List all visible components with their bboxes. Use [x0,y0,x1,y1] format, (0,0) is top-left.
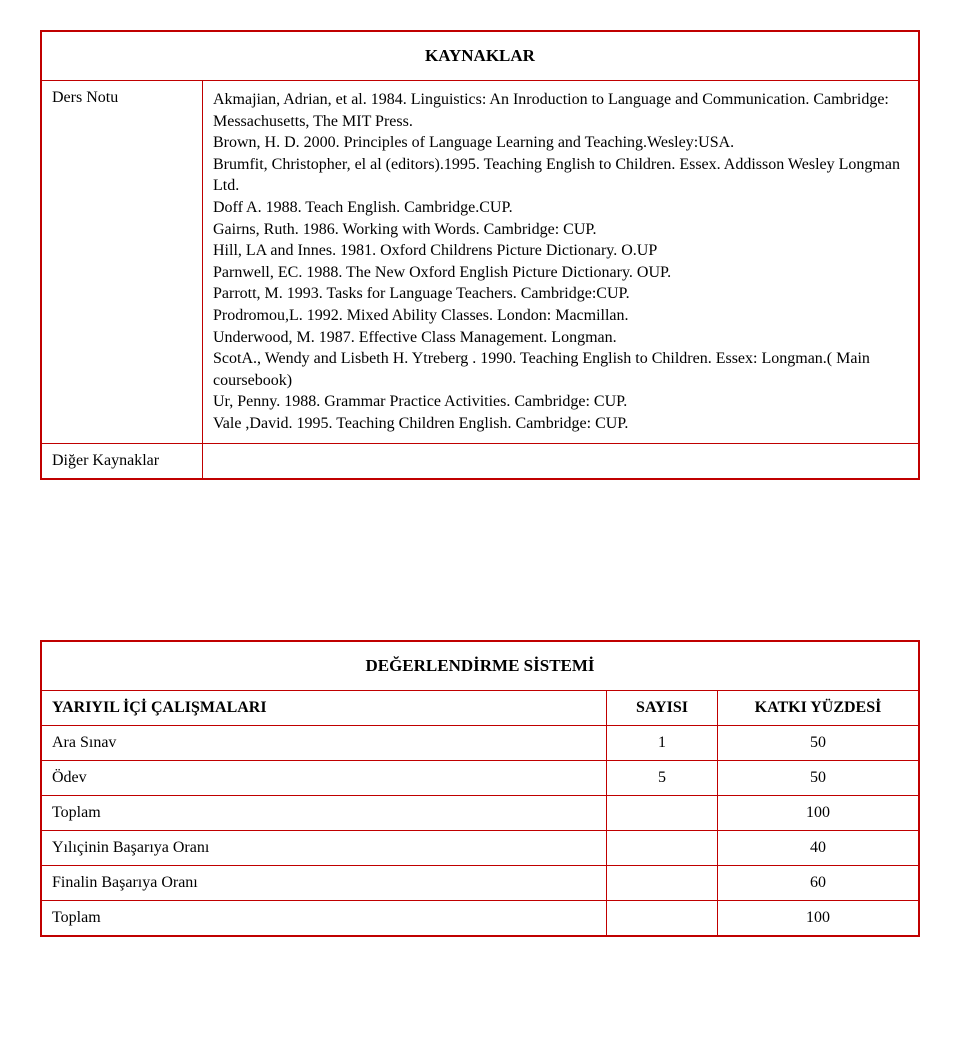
diger-kaynaklar-label: Diğer Kaynaklar [41,443,203,479]
eval-row-label: Yılıçinin Başarıya Oranı [41,830,607,865]
spacer [40,480,920,640]
eval-row-count [607,900,718,936]
eval-col3-header: KATKI YÜZDESİ [718,690,920,725]
eval-row-label: Toplam [41,795,607,830]
eval-row-pct: 100 [718,795,920,830]
eval-row-pct: 50 [718,725,920,760]
evaluation-table: DEĞERLENDİRME SİSTEMİ YARIYIL İÇİ ÇALIŞM… [40,640,920,937]
eval-row-count [607,830,718,865]
eval-row-pct: 40 [718,830,920,865]
eval-row: Finalin Başarıya Oranı 60 [41,865,919,900]
eval-row-count: 1 [607,725,718,760]
eval-row: Ödev550 [41,760,919,795]
eval-row-pct: 60 [718,865,920,900]
sources-heading-cell: KAYNAKLAR [41,31,919,81]
references-cell: Akmajian, Adrian, et al. 1984. Linguisti… [203,81,920,444]
evaluation-heading: DEĞERLENDİRME SİSTEMİ [52,650,908,682]
eval-row-pct: 100 [718,900,920,936]
sources-heading: KAYNAKLAR [52,40,908,72]
eval-row-label: Finalin Başarıya Oranı [41,865,607,900]
eval-row-label: Toplam [41,900,607,936]
eval-row: Ara Sınav150 [41,725,919,760]
evaluation-heading-cell: DEĞERLENDİRME SİSTEMİ [41,641,919,691]
eval-row-count [607,865,718,900]
eval-row-pct: 50 [718,760,920,795]
ders-notu-label: Ders Notu [41,81,203,444]
eval-row: Yılıçinin Başarıya Oranı 40 [41,830,919,865]
eval-row-label: Ara Sınav [41,725,607,760]
diger-kaynaklar-cell [203,443,920,479]
eval-col1-header: YARIYIL İÇİ ÇALIŞMALARI [41,690,607,725]
eval-row-count [607,795,718,830]
eval-row-count: 5 [607,760,718,795]
eval-col2-header: SAYISI [607,690,718,725]
eval-row-label: Ödev [41,760,607,795]
eval-row: Toplam 100 [41,900,919,936]
eval-row: Toplam 100 [41,795,919,830]
sources-table: KAYNAKLAR Ders Notu Akmajian, Adrian, et… [40,30,920,480]
